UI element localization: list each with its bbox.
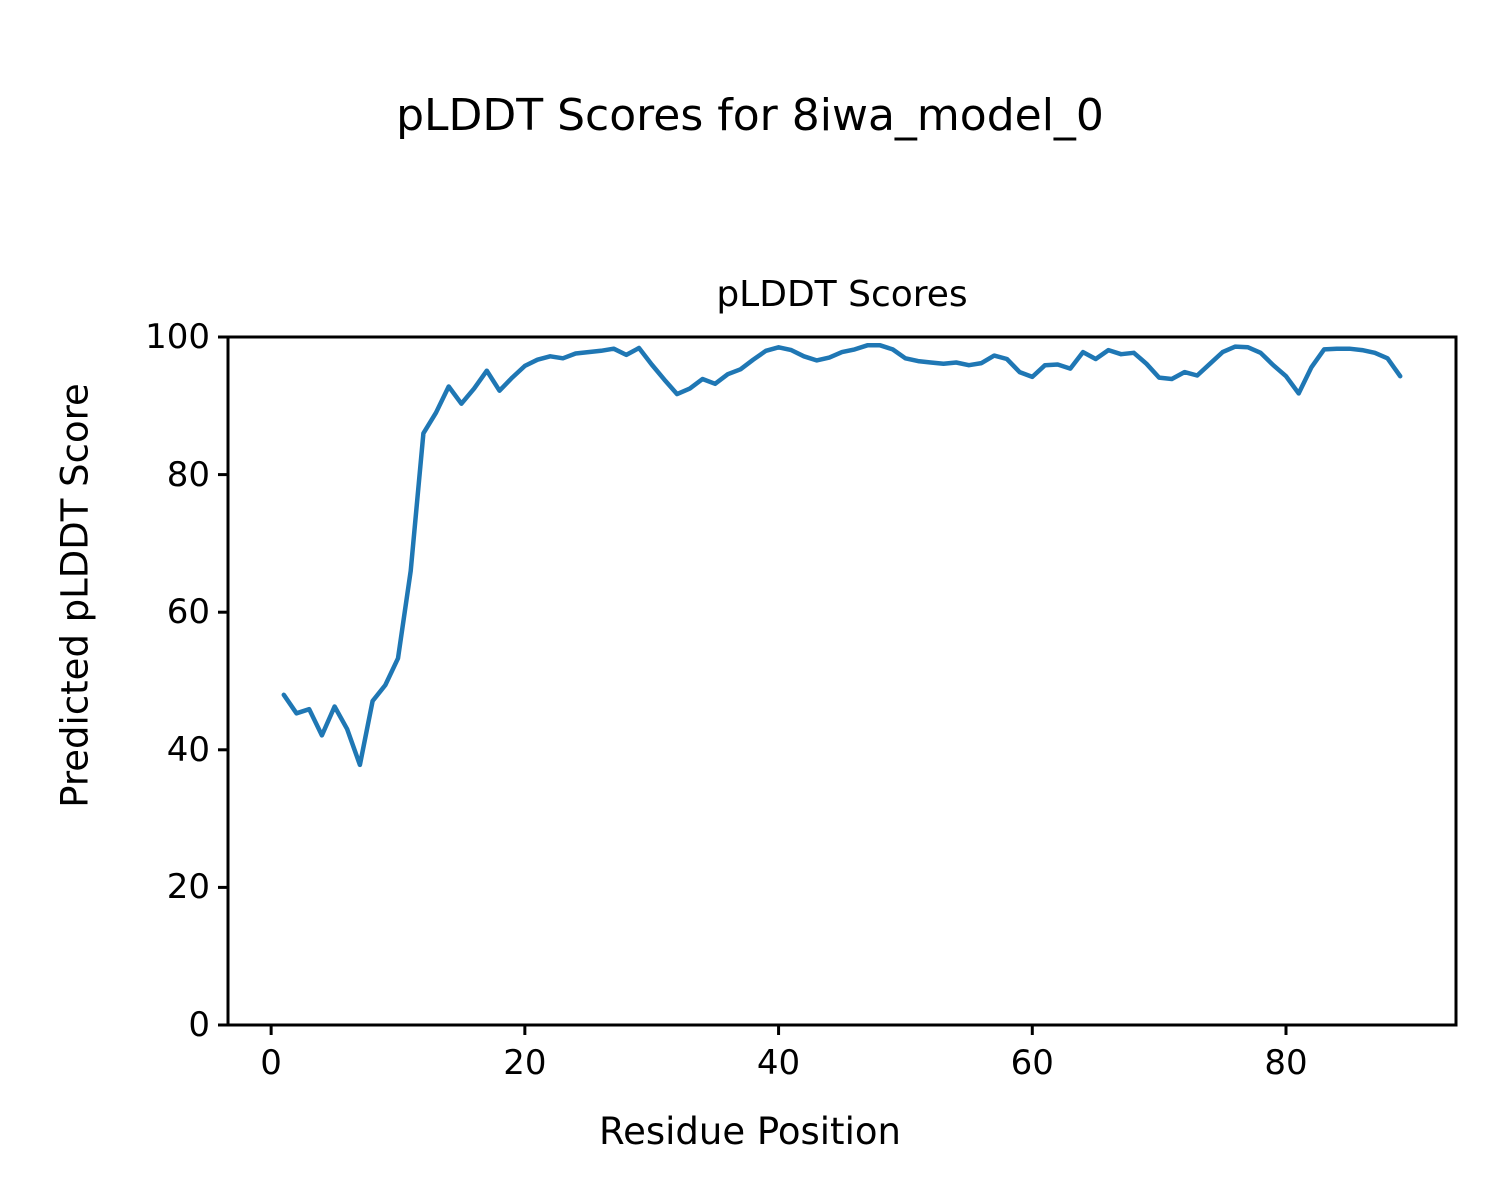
y-tick-label: 60 [166,592,210,633]
tick-marks [218,335,1288,1035]
axes-frame [226,335,1458,1027]
y-tick-label: 80 [166,454,210,495]
x-tick-label: 80 [1264,1043,1308,1083]
y-tick-label: 20 [166,867,210,908]
figure-title: pLDDT Scores for 8iwa_model_0 [396,90,1104,141]
x-tick-label: 60 [1010,1043,1054,1083]
y-tick-label: 0 [188,1005,210,1045]
x-tick-label: 20 [503,1043,547,1083]
x-tick-label: 40 [756,1043,801,1083]
axes-title: pLDDT Scores [716,274,968,315]
y-tick-label: 100 [145,317,210,357]
x-axis-label: Residue Position [599,1110,901,1153]
x-tick-label: 0 [260,1043,282,1083]
plddt-line [281,343,1403,768]
y-tick-label: 40 [166,729,210,770]
